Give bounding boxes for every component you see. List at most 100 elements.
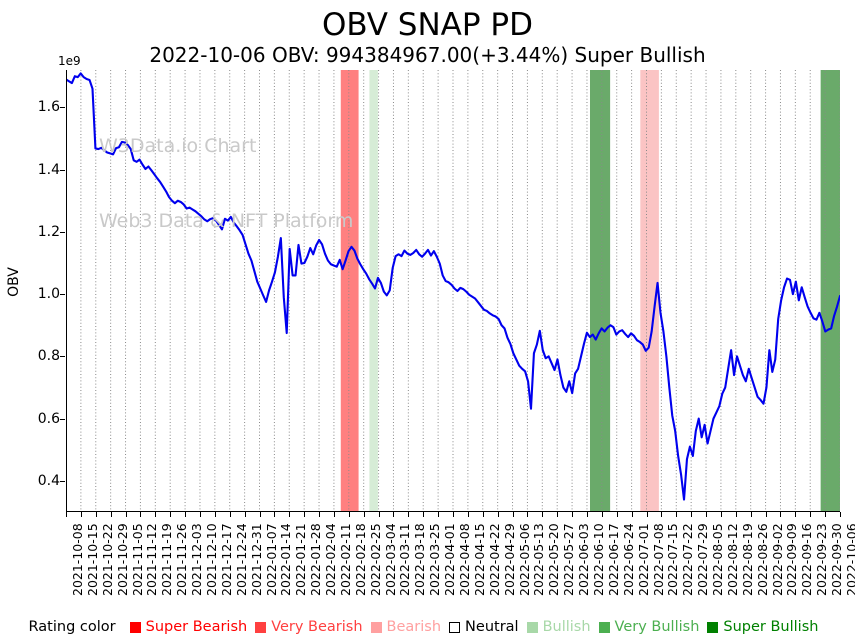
x-axis-tick-mark xyxy=(512,512,514,517)
legend-swatch-icon xyxy=(526,621,538,633)
plot-canvas xyxy=(66,70,840,512)
legend-label: Super Bullish xyxy=(723,619,819,635)
x-axis-tick-label: 2022-04-15 xyxy=(471,523,487,596)
legend-label: Super Bearish xyxy=(145,619,248,635)
y-axis-tick-mark xyxy=(60,356,65,358)
legend-swatch-icon xyxy=(707,621,719,633)
legend-entry[interactable]: Very Bullish xyxy=(598,619,700,635)
x-axis-tick-mark xyxy=(795,512,797,517)
y-axis-tick-mark xyxy=(60,107,65,109)
legend-entry[interactable]: Super Bearish xyxy=(129,619,248,635)
x-axis-tick-mark xyxy=(825,512,827,517)
x-axis-tick-label: 2022-05-27 xyxy=(561,523,577,596)
x-axis-tick-mark xyxy=(706,512,708,517)
rating-bands-group xyxy=(340,70,840,512)
y-axis-tick-label: 1.2 xyxy=(37,223,60,240)
x-axis-tick-label: 2021-10-15 xyxy=(84,523,100,596)
x-axis-tick-label: 2021-11-05 xyxy=(129,523,145,596)
x-axis-tick-mark xyxy=(780,512,782,517)
y-axis-tick-label: 0.8 xyxy=(37,348,60,365)
x-axis-tick-label: 2021-12-17 xyxy=(218,523,234,596)
x-axis-tick-label: 2022-08-26 xyxy=(754,523,770,596)
x-axis-tick-label: 2021-11-12 xyxy=(144,523,160,596)
y-axis-tick-mark xyxy=(60,418,65,420)
page-title: OBV SNAP PD xyxy=(322,7,533,43)
x-axis-tick-mark xyxy=(66,512,67,517)
x-axis-tick-mark xyxy=(557,512,559,517)
legend-title: Rating color xyxy=(28,619,116,635)
legend-entry[interactable]: Bullish xyxy=(526,620,591,634)
x-axis-tick-label: 2022-02-04 xyxy=(323,523,339,596)
x-axis-tick-mark xyxy=(691,512,693,517)
x-axis-tick-mark xyxy=(735,512,737,517)
x-axis-tick-mark xyxy=(676,512,678,517)
x-axis-tick-mark xyxy=(155,512,157,517)
x-axis-tick-label: 2022-03-18 xyxy=(412,523,428,596)
x-axis-tick-label: 2021-11-26 xyxy=(174,523,190,596)
legend-entry[interactable]: Very Bearish xyxy=(255,619,363,635)
x-axis-tick-mark xyxy=(333,512,335,517)
x-axis-tick-label: 2021-12-10 xyxy=(203,523,219,596)
x-axis-tick-mark xyxy=(572,512,574,517)
x-axis-tick-label: 2021-11-19 xyxy=(159,523,175,596)
x-axis-tick-label: 2022-07-01 xyxy=(635,523,651,596)
legend-swatch-icon xyxy=(129,621,141,633)
x-axis-tick-mark xyxy=(497,512,499,517)
chart-legend: Rating color Super Bearish Very Bearish Be… xyxy=(0,615,855,639)
x-axis-tick-label: 2022-08-05 xyxy=(710,523,726,596)
y-axis-tick-mark xyxy=(60,231,65,233)
x-axis-tick-label: 2022-05-06 xyxy=(516,523,532,596)
legend-label: Very Bearish xyxy=(271,619,363,635)
gridlines-group xyxy=(66,70,840,512)
legend-entry[interactable]: Super Bullish xyxy=(707,620,818,634)
x-axis-tick-mark xyxy=(393,512,395,517)
legend-entry[interactable]: Bearish xyxy=(370,620,441,634)
x-axis-tick-mark xyxy=(840,512,841,517)
x-axis-tick-label: 2022-07-29 xyxy=(695,523,711,596)
rating-band xyxy=(340,70,359,512)
x-axis-tick-mark xyxy=(482,512,484,517)
x-axis-tick-label: 2022-02-18 xyxy=(352,523,368,596)
x-axis-tick-mark xyxy=(170,512,172,517)
legend-label: Neutral xyxy=(465,619,519,635)
rating-band xyxy=(640,70,659,512)
x-axis-tick-label: 2021-12-24 xyxy=(233,523,249,596)
rating-band xyxy=(589,70,611,512)
x-axis-tick-mark xyxy=(423,512,425,517)
x-axis-tick-label: 2022-07-08 xyxy=(650,523,666,596)
x-axis-tick-mark xyxy=(542,512,544,517)
x-axis-tick-mark xyxy=(378,512,380,517)
legend-label: Very Bullish xyxy=(614,619,700,635)
x-axis-tick-mark xyxy=(408,512,410,517)
y-axis-tick-labels: 0.4 0.6 0.8 1.0 1.2 1.4 1.6 xyxy=(0,0,65,641)
y-axis-tick-mark xyxy=(60,294,65,296)
legend-swatch-icon xyxy=(255,621,267,633)
x-axis-tick-labels: 2021-10-08 2021-10-15 2021-10-22 2021-10-29… xyxy=(0,512,855,612)
x-axis-tick-mark xyxy=(601,512,603,517)
x-axis-tick-mark xyxy=(199,512,201,517)
x-axis-tick-mark xyxy=(304,512,306,517)
x-axis-tick-label: 2022-09-09 xyxy=(784,523,800,596)
x-axis-tick-mark xyxy=(810,512,812,517)
x-axis-tick-label: 2022-07-22 xyxy=(680,523,696,596)
x-axis-tick-mark xyxy=(765,512,767,517)
x-axis-tick-label: 2022-02-11 xyxy=(337,523,353,596)
legend-entry[interactable]: Neutral xyxy=(449,620,519,634)
x-axis-tick-label: 2022-05-13 xyxy=(531,523,547,596)
x-axis-tick-label: 2022-09-16 xyxy=(799,523,815,596)
x-axis-tick-mark xyxy=(586,512,588,517)
x-axis-tick-label: 2022-07-15 xyxy=(665,523,681,596)
x-axis-tick-label: 2022-04-29 xyxy=(501,523,517,596)
y-axis-tick-mark xyxy=(60,480,65,482)
x-axis-tick-label: 2021-12-31 xyxy=(248,523,264,596)
y-axis-tick-label: 0.6 xyxy=(37,410,60,427)
x-axis-tick-mark xyxy=(214,512,216,517)
chart-subtitle: 2022-10-06 OBV: 994384967.00(+3.44%) Sup… xyxy=(149,43,706,67)
x-axis-tick-label: 2022-08-12 xyxy=(724,523,740,596)
x-axis-tick-mark xyxy=(438,512,440,517)
x-axis-tick-mark xyxy=(467,512,469,517)
x-axis-tick-mark xyxy=(631,512,633,517)
x-axis-tick-mark xyxy=(616,512,618,517)
data-series-group xyxy=(66,72,840,501)
x-axis-tick-label: 2021-10-29 xyxy=(114,523,130,596)
